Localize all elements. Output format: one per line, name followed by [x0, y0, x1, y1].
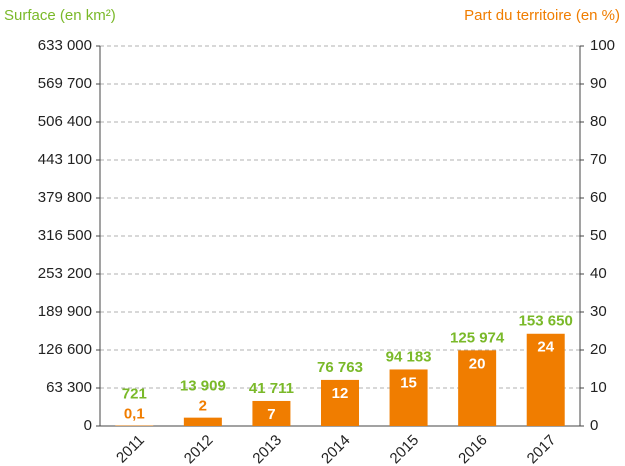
y2-tick-label: 30: [590, 303, 607, 320]
x-tick-label: 2015: [387, 432, 423, 466]
y-tick-label: 633 000: [38, 37, 92, 54]
y-tick-label: 506 400: [38, 113, 92, 130]
percent-label: 2: [199, 398, 207, 415]
x-tick-label: 2014: [318, 432, 354, 466]
y2-tick-label: 80: [590, 113, 607, 130]
y2-tick-label: 50: [590, 227, 607, 244]
bar: [252, 400, 291, 426]
percent-label: 15: [400, 374, 417, 391]
y2-tick-label: 60: [590, 189, 607, 206]
bar: [458, 350, 497, 426]
y2-tick-label: 0: [590, 417, 598, 434]
y-tick-label: 569 700: [38, 75, 92, 92]
surface-label: 125 974: [450, 329, 505, 346]
percent-label: 0,1: [124, 406, 145, 423]
y-tick-label: 126 600: [38, 341, 92, 358]
y2-tick-label: 40: [590, 265, 607, 282]
bar: [183, 417, 222, 426]
y-tick-label: 253 200: [38, 265, 92, 282]
bar: [526, 333, 565, 426]
y2-tick-label: 20: [590, 341, 607, 358]
percent-label: 7: [267, 406, 275, 423]
percent-label: 12: [332, 385, 349, 402]
y-tick-label: 316 500: [38, 227, 92, 244]
x-tick-label: 2011: [113, 432, 148, 466]
x-tick-label: 2013: [249, 432, 285, 466]
surface-label: 94 183: [386, 348, 432, 365]
surface-label: 721: [122, 386, 147, 403]
percent-label: 24: [537, 339, 554, 356]
y-axis-title: Surface (en km²): [4, 7, 116, 24]
surface-label: 41 711: [249, 380, 294, 397]
y2-tick-label: 10: [590, 379, 607, 396]
bar: [321, 379, 359, 426]
y-tick-label: 0: [84, 417, 92, 434]
y-tick-label: 443 100: [38, 151, 92, 168]
surface-label: 13 909: [180, 378, 226, 395]
y2-axis-title: Part du territoire (en %): [464, 7, 620, 24]
x-tick-label: 2017: [524, 432, 560, 466]
y2-tick-label: 90: [590, 75, 607, 92]
y-tick-label: 189 900: [38, 303, 92, 320]
x-tick-label: 2016: [455, 432, 491, 466]
bar: [389, 369, 428, 426]
percent-label: 20: [469, 355, 486, 372]
surface-label: 76 763: [317, 359, 363, 376]
y-tick-label: 63 300: [46, 379, 92, 396]
y-tick-label: 379 800: [38, 189, 92, 206]
surface-label: 153 650: [519, 313, 573, 330]
y2-tick-label: 100: [590, 37, 615, 54]
x-tick-label: 2012: [181, 432, 217, 466]
y2-tick-label: 70: [590, 151, 607, 168]
